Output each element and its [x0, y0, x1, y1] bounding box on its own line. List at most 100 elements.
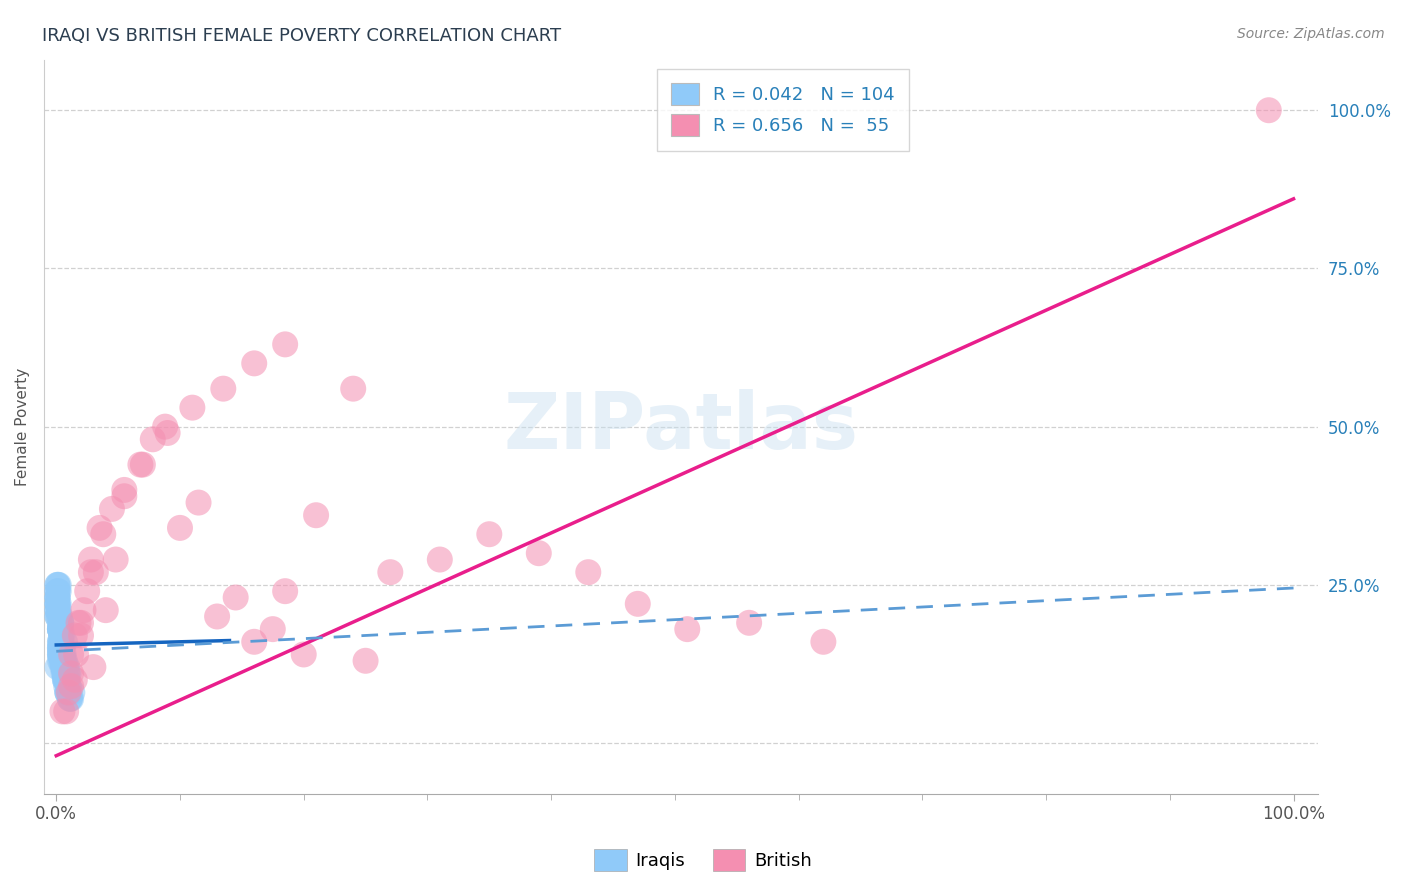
Point: [51, 660, 73, 674]
Point: [53, 666, 76, 681]
Point: [46, 597, 69, 611]
Point: [51, 622, 73, 636]
Point: [46, 660, 69, 674]
Point: [51, 648, 73, 662]
Point: [354, 654, 377, 668]
Point: [51, 648, 73, 662]
Point: [52, 654, 75, 668]
Point: [46, 584, 69, 599]
Text: IRAQI VS BRITISH FEMALE POVERTY CORRELATION CHART: IRAQI VS BRITISH FEMALE POVERTY CORRELAT…: [42, 27, 561, 45]
Point: [305, 508, 328, 523]
Point: [52, 654, 75, 668]
Point: [46, 603, 69, 617]
Point: [53, 635, 76, 649]
Point: [49, 622, 72, 636]
Legend: R = 0.042   N = 104, R = 0.656   N =  55: R = 0.042 N = 104, R = 0.656 N = 55: [657, 69, 910, 151]
Point: [49, 654, 72, 668]
Point: [243, 635, 266, 649]
Point: [48, 597, 70, 611]
Point: [84, 565, 107, 579]
Point: [49, 615, 72, 630]
Point: [56, 685, 79, 699]
Point: [60, 685, 83, 699]
Point: [243, 356, 266, 370]
Point: [58, 666, 80, 681]
Point: [51, 641, 73, 656]
Point: [46, 597, 69, 611]
Point: [55, 673, 77, 687]
Point: [80, 565, 103, 579]
Point: [46, 591, 69, 605]
Point: [52, 660, 75, 674]
Point: [53, 666, 76, 681]
Point: [49, 622, 72, 636]
Point: [60, 679, 83, 693]
Point: [52, 660, 75, 674]
Point: [48, 578, 70, 592]
Point: [63, 628, 86, 642]
Point: [49, 622, 72, 636]
Point: [70, 615, 93, 630]
Point: [53, 673, 76, 687]
Point: [55, 673, 77, 687]
Point: [51, 635, 73, 649]
Point: [225, 591, 247, 605]
Point: [51, 628, 73, 642]
Point: [51, 654, 73, 668]
Point: [738, 615, 761, 630]
Point: [46, 591, 69, 605]
Point: [55, 673, 77, 687]
Point: [129, 458, 152, 472]
Point: [49, 648, 72, 662]
Point: [58, 679, 80, 693]
Point: [274, 337, 297, 351]
Point: [132, 458, 155, 472]
Point: [53, 654, 76, 668]
Point: [82, 660, 104, 674]
Point: [51, 615, 73, 630]
Point: [59, 685, 82, 699]
Point: [60, 691, 83, 706]
Point: [56, 666, 79, 681]
Point: [51, 648, 73, 662]
Point: [72, 603, 94, 617]
Point: [49, 641, 72, 656]
Point: [55, 660, 77, 674]
Point: [51, 615, 73, 630]
Point: [49, 648, 72, 662]
Point: [53, 666, 76, 681]
Point: [51, 615, 73, 630]
Point: [342, 382, 364, 396]
Point: [51, 648, 73, 662]
Point: [49, 622, 72, 636]
Point: [527, 546, 550, 560]
Point: [101, 502, 124, 516]
Point: [52, 666, 75, 681]
Point: [59, 691, 82, 706]
Point: [46, 591, 69, 605]
Point: [76, 584, 98, 599]
Point: [65, 648, 87, 662]
Point: [52, 660, 75, 674]
Point: [380, 565, 402, 579]
Point: [262, 622, 284, 636]
Point: [89, 521, 111, 535]
Point: [51, 654, 73, 668]
Text: ZIPatlas: ZIPatlas: [503, 389, 859, 465]
Point: [80, 552, 103, 566]
Point: [55, 673, 77, 687]
Point: [51, 654, 73, 668]
Point: [53, 673, 76, 687]
Point: [169, 521, 191, 535]
Point: [52, 660, 75, 674]
Point: [70, 628, 93, 642]
Point: [52, 660, 75, 674]
Point: [49, 641, 72, 656]
Point: [53, 666, 76, 681]
Point: [627, 597, 650, 611]
Point: [1257, 103, 1279, 118]
Point: [51, 641, 73, 656]
Point: [55, 679, 77, 693]
Point: [51, 654, 73, 668]
Point: [205, 609, 228, 624]
